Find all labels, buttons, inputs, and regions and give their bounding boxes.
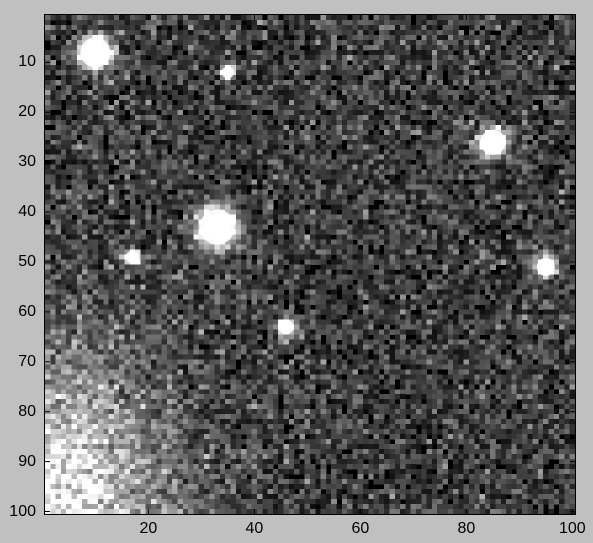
y-tick-label: 30 <box>18 153 36 171</box>
y-tick-label: 90 <box>18 452 36 470</box>
bright-source-6 <box>536 257 555 277</box>
x-tick-label: 20 <box>139 520 158 537</box>
x-tick-label: 80 <box>457 520 476 537</box>
y-tick-label: 20 <box>18 103 36 121</box>
y-tick-label: 10 <box>18 53 36 71</box>
bright-source-1 <box>80 37 111 68</box>
x-tick-label: 100 <box>558 520 586 537</box>
bright-source-7 <box>278 319 294 335</box>
y-tick-label: 70 <box>18 352 36 370</box>
x-tick-label: 60 <box>351 520 370 537</box>
y-tick-label: 40 <box>18 203 36 221</box>
y-tick-label: 50 <box>18 253 36 270</box>
image-axes <box>44 14 576 515</box>
y-tick-label: 80 <box>18 402 36 420</box>
y-tick-label: 100 <box>9 502 36 520</box>
image-pixels <box>45 15 575 514</box>
pixel-grid <box>45 15 575 514</box>
bright-source-3 <box>480 129 506 155</box>
bright-source-2 <box>221 66 234 79</box>
x-tick-label: 40 <box>245 520 264 537</box>
bright-source-4 <box>199 209 235 245</box>
bright-source-5 <box>125 250 139 264</box>
y-tick-label: 60 <box>18 302 36 320</box>
